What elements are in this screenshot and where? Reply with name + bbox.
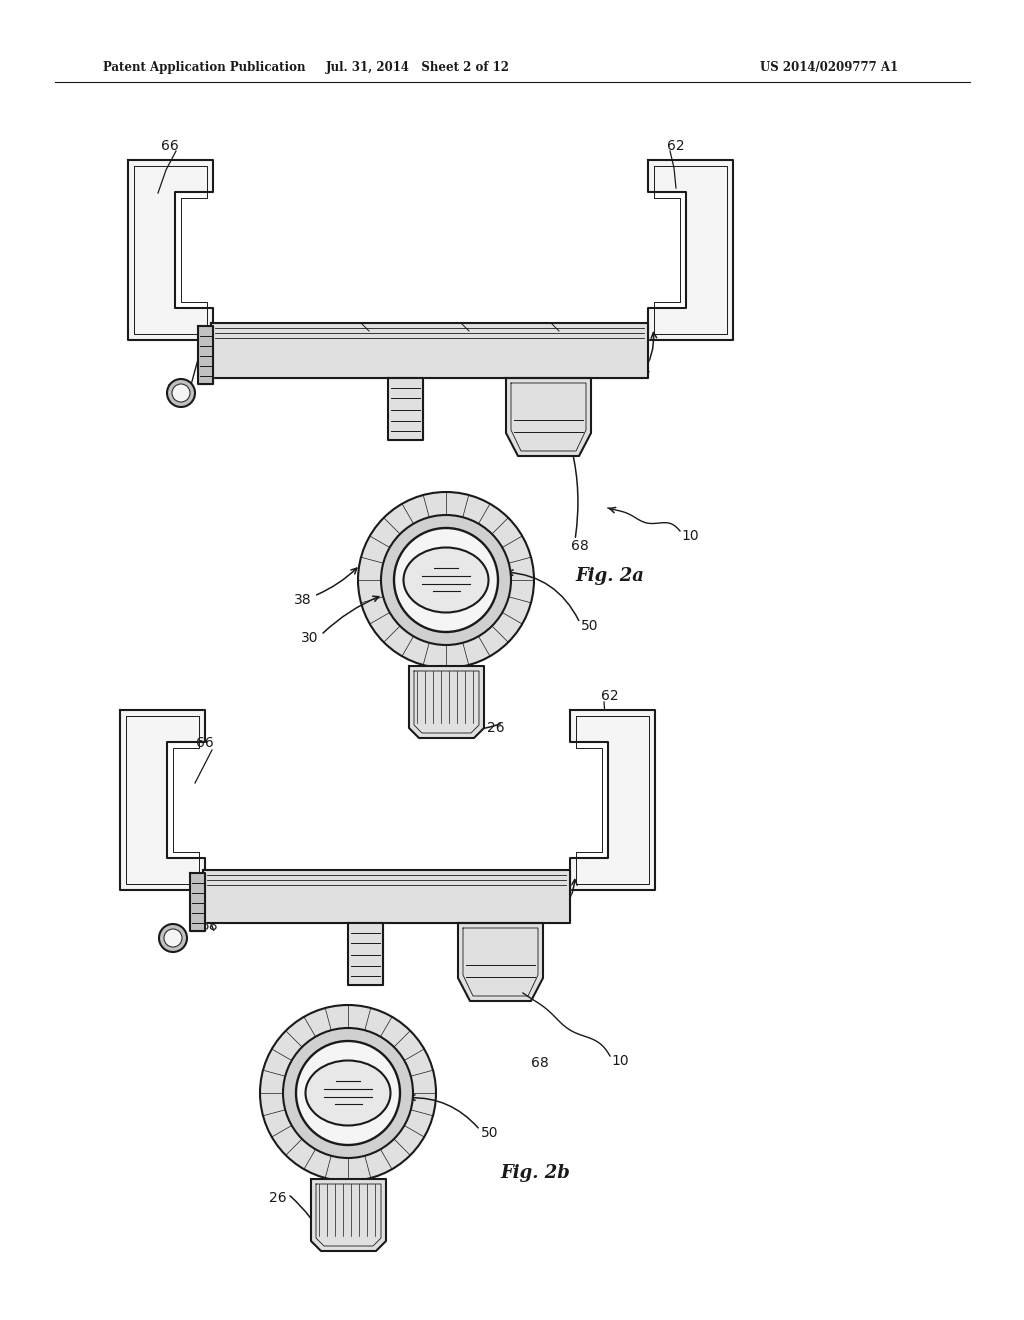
Polygon shape xyxy=(388,378,423,440)
Polygon shape xyxy=(211,323,648,378)
Text: 62: 62 xyxy=(668,139,685,153)
Polygon shape xyxy=(203,870,570,923)
Text: 74: 74 xyxy=(347,359,365,374)
Text: 68: 68 xyxy=(531,1056,549,1071)
Text: Fig. 2b: Fig. 2b xyxy=(500,1164,570,1181)
Polygon shape xyxy=(570,710,655,890)
Text: US 2014/0209777 A1: US 2014/0209777 A1 xyxy=(760,62,898,74)
Polygon shape xyxy=(348,923,383,985)
Text: 26: 26 xyxy=(487,721,505,735)
Text: Fig. 2a: Fig. 2a xyxy=(575,568,644,585)
Text: 98: 98 xyxy=(559,348,577,363)
Polygon shape xyxy=(458,923,543,1001)
Ellipse shape xyxy=(305,1060,390,1126)
Polygon shape xyxy=(190,873,205,931)
Circle shape xyxy=(358,492,534,668)
Text: 54: 54 xyxy=(634,364,651,378)
Text: 54: 54 xyxy=(553,902,570,915)
Polygon shape xyxy=(128,160,213,341)
Text: 30: 30 xyxy=(301,631,318,645)
Circle shape xyxy=(381,515,511,645)
Text: Jul. 31, 2014   Sheet 2 of 12: Jul. 31, 2014 Sheet 2 of 12 xyxy=(326,62,510,74)
Text: 26: 26 xyxy=(269,1191,287,1205)
Circle shape xyxy=(159,924,187,952)
Circle shape xyxy=(164,929,182,946)
Text: 38: 38 xyxy=(294,593,312,607)
Text: 58: 58 xyxy=(201,919,219,933)
Polygon shape xyxy=(648,160,733,341)
Circle shape xyxy=(283,1028,413,1158)
Polygon shape xyxy=(120,710,205,890)
Text: 70: 70 xyxy=(434,354,452,368)
Ellipse shape xyxy=(403,548,488,612)
Text: 62: 62 xyxy=(601,689,618,704)
Text: 10: 10 xyxy=(611,1053,629,1068)
Text: 66: 66 xyxy=(197,737,214,750)
Text: 10: 10 xyxy=(681,529,698,543)
Circle shape xyxy=(296,1041,400,1144)
Circle shape xyxy=(167,379,195,407)
Text: 58: 58 xyxy=(167,383,184,397)
Text: 66: 66 xyxy=(161,139,179,153)
Polygon shape xyxy=(506,378,591,455)
Text: 50: 50 xyxy=(481,1126,499,1140)
Text: 68: 68 xyxy=(571,539,589,553)
Text: Patent Application Publication: Patent Application Publication xyxy=(103,62,305,74)
Polygon shape xyxy=(198,326,213,384)
Circle shape xyxy=(394,528,498,632)
Circle shape xyxy=(260,1005,436,1181)
Text: 50: 50 xyxy=(582,619,599,634)
Polygon shape xyxy=(311,1179,386,1251)
Circle shape xyxy=(172,384,190,403)
Text: 98: 98 xyxy=(421,888,439,903)
Polygon shape xyxy=(409,667,484,738)
